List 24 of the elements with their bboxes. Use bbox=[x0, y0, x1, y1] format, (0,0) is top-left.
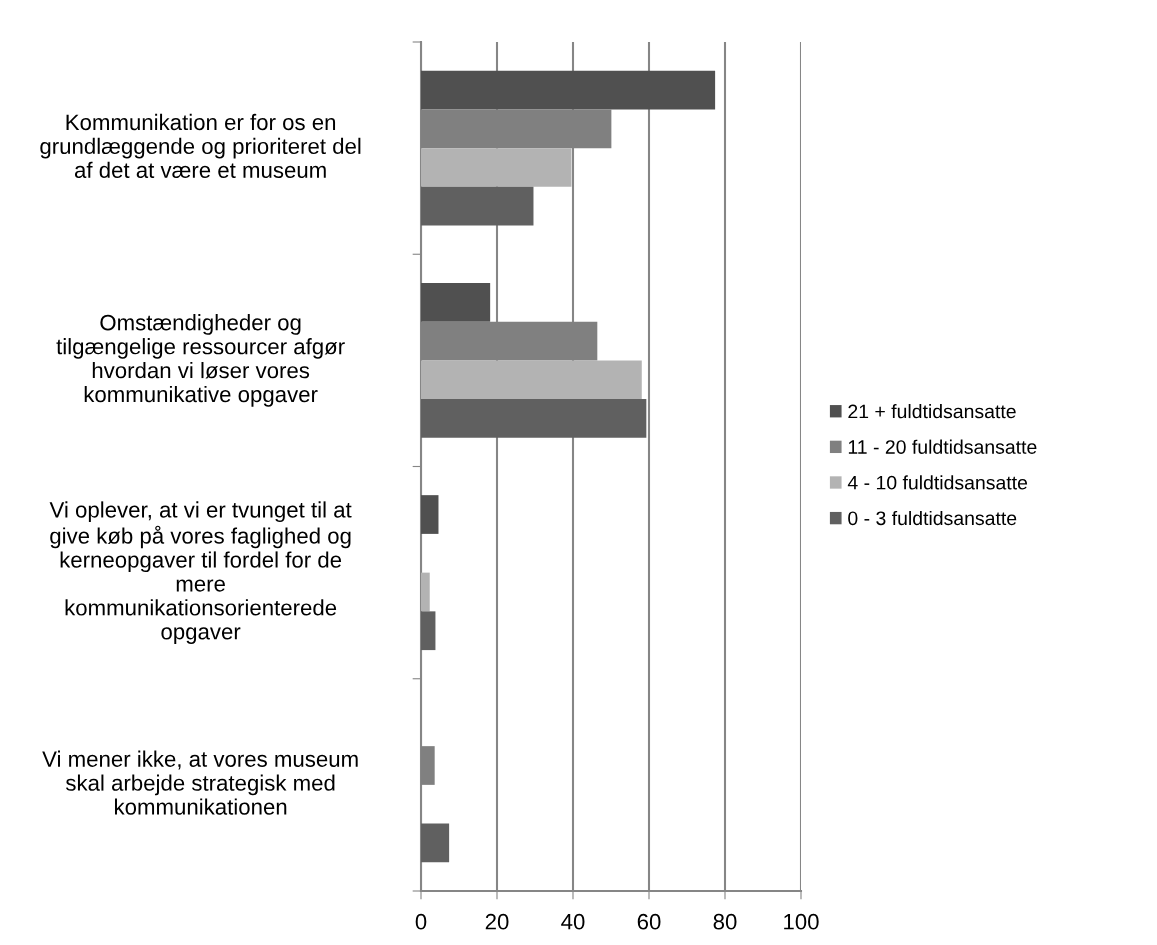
y-tick-label: Omstændigheder og tilgængelige ressourcer afgør hvordan vi løser vores kommunikative opgaver bbox=[56, 314, 345, 407]
y-tick-label: Vi oplever, at vi er tvunget til at give køb på vores faglighed og kerneopgaver til fordel for de mere kommunikationsorienterede opgaver bbox=[49, 501, 352, 644]
bar bbox=[421, 148, 572, 187]
x-tick-label: 100 bbox=[784, 913, 819, 930]
bar bbox=[421, 399, 647, 438]
bar bbox=[421, 495, 439, 534]
bar bbox=[421, 186, 534, 226]
x-tick-label: 20 bbox=[485, 913, 509, 930]
bar bbox=[421, 360, 642, 400]
y-tick-label: Vi mener ikke, at vores museum skal arbejde strategisk med kommunikationen bbox=[42, 750, 358, 815]
bar bbox=[421, 823, 450, 863]
x-tick-label: 40 bbox=[561, 913, 585, 930]
legend-label: 21 + fuldtidsansatte bbox=[848, 404, 1016, 419]
x-tick-label: 80 bbox=[713, 913, 737, 930]
y-tick-label: Kommunikation er for os en grundlæggende og prioriteret del af det at være et museum bbox=[40, 113, 361, 179]
bar bbox=[421, 282, 491, 322]
bar bbox=[421, 611, 436, 651]
bar bbox=[421, 572, 430, 612]
x-tick-label: 0 bbox=[415, 913, 427, 930]
legend-label: 11 - 20 fuldtidsansatte bbox=[848, 439, 1037, 454]
x-tick-label: 60 bbox=[637, 913, 661, 930]
legend-label: 0 - 3 fuldtidsansatte bbox=[848, 510, 1017, 526]
legend-label: 4 - 10 fuldtidsansatte bbox=[847, 475, 1028, 490]
bar bbox=[421, 70, 716, 110]
